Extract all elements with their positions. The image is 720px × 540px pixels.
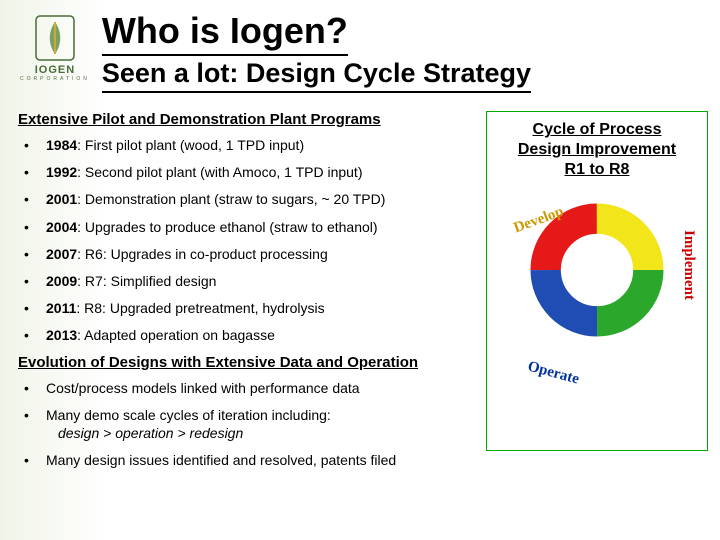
list-item: Many design issues identified and resolv… <box>24 451 476 469</box>
page-title: Who is Iogen? <box>102 10 348 56</box>
list-item: 1992: Second pilot plant (with Amoco, 1 … <box>24 163 476 181</box>
list-item: Cost/process models linked with performa… <box>24 379 476 397</box>
logo-name: IOGEN <box>35 64 75 76</box>
cycle-panel: Cycle of Process Design Improvement R1 t… <box>486 111 708 451</box>
header: IOGEN CORPORATION Who is Iogen? Seen a l… <box>0 0 720 93</box>
cycle-heading: Cycle of Process Design Improvement R1 t… <box>491 120 703 180</box>
content: Extensive Pilot and Demonstration Plant … <box>0 93 720 478</box>
operate-label: Operate <box>526 358 581 388</box>
list-item: Many demo scale cycles of iteration incl… <box>24 406 476 442</box>
list-item: 2011: R8: Upgraded pretreatment, hydroly… <box>24 299 476 317</box>
list-item: 2009: R7: Simplified design <box>24 272 476 290</box>
page-subtitle: Seen a lot: Design Cycle Strategy <box>102 58 531 93</box>
list-item: 1984: First pilot plant (wood, 1 TPD inp… <box>24 136 476 154</box>
sub-italic: design > operation > redesign <box>46 424 476 442</box>
implement-label: Implement <box>680 230 697 300</box>
logo-sub: CORPORATION <box>20 76 90 82</box>
logo: IOGEN CORPORATION <box>20 14 90 82</box>
list-item: 2004: Upgrades to produce ethanol (straw… <box>24 218 476 236</box>
titles: Who is Iogen? Seen a lot: Design Cycle S… <box>102 10 720 93</box>
left-column: Extensive Pilot and Demonstration Plant … <box>18 111 486 478</box>
section1-heading: Extensive Pilot and Demonstration Plant … <box>18 111 476 128</box>
evolution-list: Cost/process models linked with performa… <box>18 379 476 470</box>
list-item: 2013: Adapted operation on bagasse <box>24 326 476 344</box>
list-item: 2007: R6: Upgrades in co-product process… <box>24 245 476 263</box>
cycle-donut: Develop Implement Operate <box>507 200 687 380</box>
list-item: 2001: Demonstration plant (straw to suga… <box>24 190 476 208</box>
timeline-list: 1984: First pilot plant (wood, 1 TPD inp… <box>18 136 476 345</box>
section2-heading: Evolution of Designs with Extensive Data… <box>18 354 476 371</box>
iogen-leaf-icon <box>34 14 76 62</box>
